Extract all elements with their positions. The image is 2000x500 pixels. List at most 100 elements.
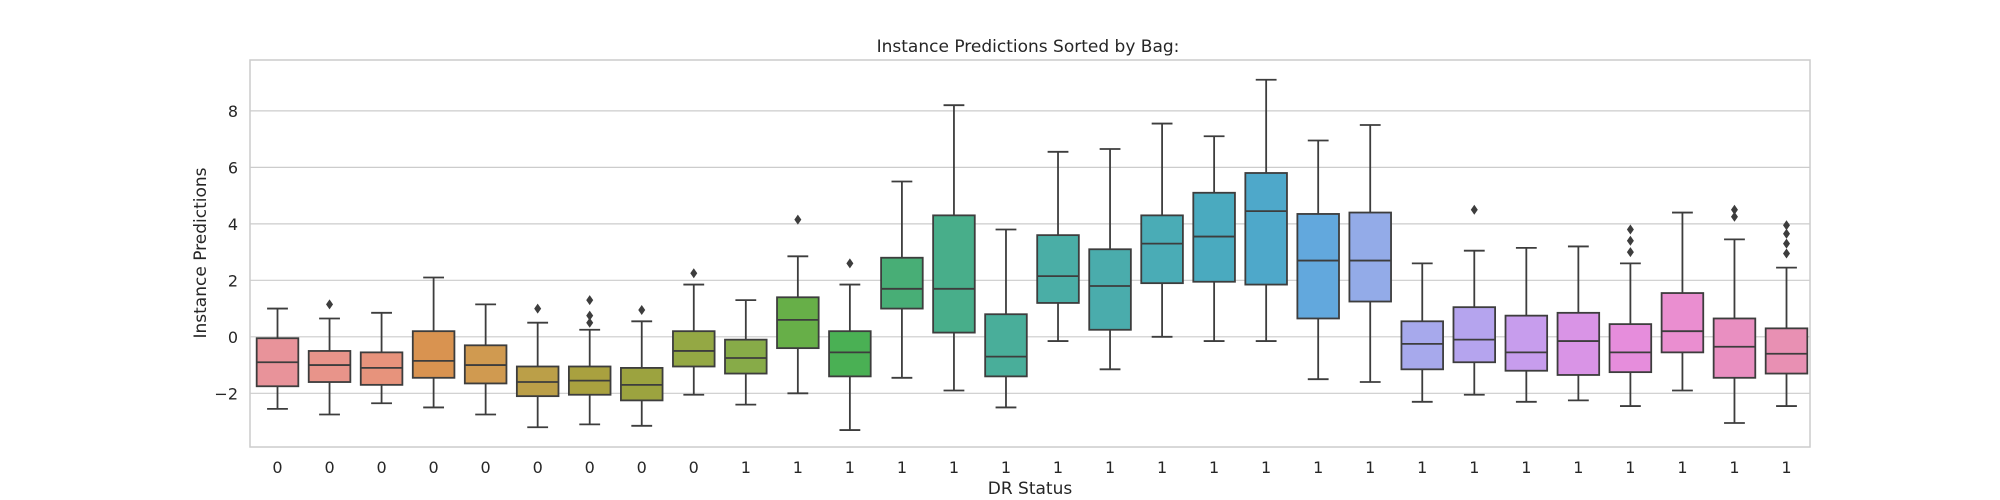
box-group [932, 104, 976, 392]
x-tick-label: 1 [741, 458, 751, 477]
box-group [1608, 224, 1653, 407]
box [1764, 327, 1809, 375]
x-tick-label: 1 [1365, 458, 1375, 477]
x-tick-labels: 0 0 0 0 0 0 0 0 0 1 1 1 1 1 1 1 1 1 1 1 1 1 1 1 1 1 1 1 1 1 [272, 458, 1791, 477]
box [1400, 320, 1444, 371]
box [1140, 214, 1184, 285]
x-tick-label: 1 [1001, 458, 1011, 477]
box-group [1764, 220, 1809, 407]
x-tick-label: 1 [1573, 458, 1583, 477]
box-group [307, 299, 352, 416]
box [776, 296, 820, 350]
box-group [567, 295, 612, 426]
y-tick-label: 8 [228, 102, 238, 121]
box [1504, 314, 1549, 372]
box-group [672, 268, 716, 396]
box-group [776, 214, 820, 395]
box [1296, 213, 1340, 320]
x-tick-label: 1 [897, 458, 907, 477]
x-tick-label: 0 [376, 458, 386, 477]
box [932, 214, 976, 334]
outlier-point [326, 299, 334, 310]
x-tick-label: 0 [637, 458, 647, 477]
outlier-point [1470, 204, 1478, 215]
box [1608, 323, 1653, 374]
box-group [1660, 211, 1705, 392]
x-tick-label: 0 [585, 458, 595, 477]
outlier-point [1626, 224, 1634, 235]
outlier-point [690, 268, 698, 279]
box-group [1556, 245, 1601, 402]
x-tick-label: 0 [272, 458, 282, 477]
outlier-point [534, 303, 542, 314]
x-tick-label: 1 [845, 458, 855, 477]
box [307, 350, 352, 383]
x-tick-label: 0 [689, 458, 699, 477]
y-tick-label: 2 [228, 271, 238, 290]
box-group [463, 303, 508, 416]
box-group [1192, 135, 1236, 342]
y-tick-label: −2 [214, 384, 238, 403]
outlier-point [1783, 248, 1790, 259]
grid-lines [250, 110, 1810, 394]
x-tick-label: 0 [481, 458, 491, 477]
box [1452, 306, 1497, 364]
x-tick-label: 1 [1781, 458, 1791, 477]
x-tick-label: 1 [1625, 458, 1635, 477]
outlier-point [1783, 220, 1790, 231]
box-group [620, 304, 664, 427]
chart-title: Instance Predictions Sorted by Bag: [877, 37, 1180, 57]
box-group [359, 311, 404, 405]
box [880, 256, 924, 310]
box [411, 330, 456, 379]
outlier-point [1730, 211, 1738, 222]
box [1556, 311, 1601, 376]
box [1036, 234, 1080, 304]
box-group [515, 303, 560, 429]
box-group [1452, 204, 1497, 396]
y-tick-label: 6 [228, 158, 238, 177]
x-tick-label: 1 [1105, 458, 1115, 477]
outlier-point [846, 258, 854, 269]
box [672, 330, 716, 368]
box-group [411, 276, 456, 409]
x-tick-label: 1 [949, 458, 959, 477]
x-axis-label: DR Status [988, 479, 1073, 499]
x-tick-label: 1 [1053, 458, 1063, 477]
box-group [1140, 122, 1184, 338]
box-group [1296, 139, 1340, 381]
box [1244, 172, 1288, 286]
box-group [1244, 78, 1288, 342]
y-tick-label: 4 [228, 215, 238, 234]
box-group [1504, 246, 1549, 403]
box [984, 313, 1028, 378]
x-tick-label: 1 [1729, 458, 1739, 477]
outlier-point [638, 304, 646, 315]
box-group [1712, 204, 1757, 424]
outlier-point [794, 214, 802, 225]
x-tick-label: 1 [1469, 458, 1479, 477]
box [1712, 317, 1757, 379]
plot-frame [249, 59, 1811, 448]
outlier-point [1730, 204, 1738, 215]
box-group [724, 299, 768, 406]
box-group [828, 258, 872, 431]
box-group [1348, 124, 1392, 383]
outlier-point [586, 295, 594, 306]
x-tick-label: 0 [429, 458, 439, 477]
y-tick-labels: −2 0 2 4 6 8 [214, 102, 238, 403]
box [1088, 248, 1132, 331]
box-group [1036, 150, 1080, 342]
y-axis-label: Instance Predictions [191, 167, 211, 338]
box-group [880, 180, 924, 379]
outlier-point [586, 310, 594, 321]
x-tick-label: 1 [1677, 458, 1687, 477]
x-tick-label: 1 [1521, 458, 1531, 477]
outlier-point [1626, 235, 1634, 246]
outlier-point [1626, 247, 1634, 258]
boxes [255, 78, 1809, 431]
outlier-point [1783, 238, 1790, 249]
x-tick-label: 1 [1417, 458, 1427, 477]
box-group [1400, 262, 1444, 403]
